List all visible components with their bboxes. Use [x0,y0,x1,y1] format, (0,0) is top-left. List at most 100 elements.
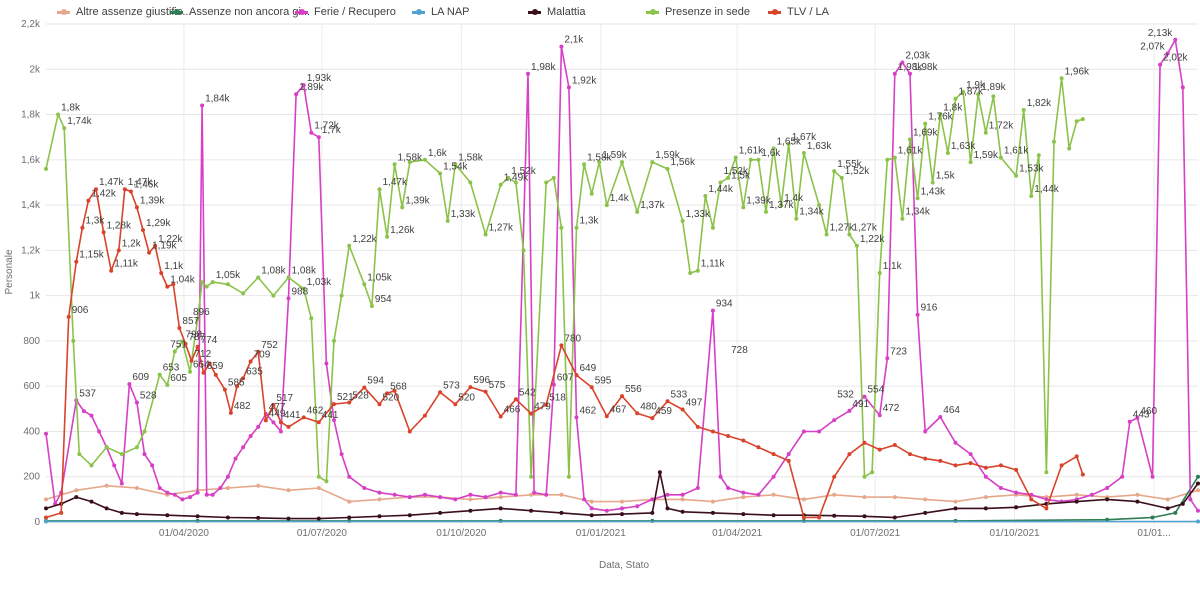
data-point[interactable] [66,314,71,319]
data-point[interactable] [225,282,230,287]
data-point[interactable] [574,415,579,420]
data-point[interactable] [532,490,537,495]
legend-item[interactable]: Altre assenze giustific... [57,6,192,18]
data-point[interactable] [256,515,261,520]
data-point[interactable] [225,515,230,520]
data-point[interactable] [256,275,261,280]
data-point[interactable] [923,510,928,515]
data-point[interactable] [385,391,390,396]
data-point[interactable] [870,470,875,475]
data-point[interactable] [544,180,549,185]
data-point[interactable] [968,452,973,457]
data-point[interactable] [938,415,943,419]
data-point[interactable] [362,385,367,390]
data-point[interactable] [733,155,738,160]
data-point[interactable] [968,160,973,165]
data-point[interactable] [574,225,579,230]
data-point[interactable] [44,519,48,524]
data-point[interactable] [407,429,412,434]
data-point[interactable] [650,416,655,421]
data-point[interactable] [764,209,768,214]
data-point[interactable] [885,356,890,361]
data-point[interactable] [104,445,109,450]
data-point[interactable] [589,513,594,518]
data-point[interactable] [945,151,950,155]
data-point[interactable] [756,492,761,497]
data-point[interactable] [551,382,556,387]
data-point[interactable] [44,166,48,171]
data-point[interactable] [998,463,1003,468]
data-point[interactable] [1150,474,1155,479]
data-point[interactable] [529,474,534,479]
data-point[interactable] [756,445,761,450]
data-point[interactable] [544,492,549,497]
data-point[interactable] [801,429,806,434]
data-point[interactable] [309,316,314,321]
data-point[interactable] [862,474,867,479]
legend-item[interactable]: Malattia [528,6,586,18]
data-point[interactable] [483,232,488,237]
data-point[interactable] [301,83,306,88]
data-point[interactable] [210,492,215,497]
data-point[interactable] [316,486,321,490]
data-point[interactable] [210,280,215,285]
data-point[interactable] [141,228,145,232]
data-point[interactable] [741,512,746,517]
data-point[interactable] [559,492,564,497]
data-point[interactable] [104,506,109,511]
data-point[interactable] [438,390,443,395]
data-point[interactable] [159,271,164,275]
data-point[interactable] [407,160,412,165]
data-point[interactable] [983,465,988,470]
data-point[interactable] [521,248,526,253]
data-point[interactable] [680,509,685,514]
data-point[interactable] [862,394,867,399]
data-point[interactable] [200,280,205,285]
data-point[interactable] [1165,497,1170,502]
data-point[interactable] [771,474,776,479]
data-point[interactable] [71,338,76,343]
data-point[interactable] [438,510,443,515]
data-point[interactable] [74,259,79,264]
data-point[interactable] [347,499,352,504]
data-point[interactable] [339,452,344,457]
data-point[interactable] [665,399,670,404]
data-point[interactable] [377,514,382,519]
data-point[interactable] [741,205,746,210]
data-point[interactable] [862,514,867,519]
data-point[interactable] [998,486,1003,490]
data-point[interactable] [1059,463,1064,468]
data-point[interactable] [923,497,928,502]
data-point[interactable] [574,373,579,378]
data-point[interactable] [832,513,837,518]
data-point[interactable] [362,282,367,287]
legend-item[interactable]: Ferie / Recupero [295,6,396,18]
data-point[interactable] [1180,85,1185,90]
data-point[interactable] [142,452,147,457]
data-point[interactable] [529,411,534,416]
data-point[interactable] [513,492,518,497]
data-point[interactable] [468,180,473,185]
data-point[interactable] [116,248,121,253]
data-point[interactable] [892,155,897,160]
data-point[interactable] [301,415,306,420]
data-point[interactable] [204,284,209,289]
data-point[interactable] [183,341,188,346]
data-point[interactable] [877,413,882,418]
data-point[interactable] [195,317,200,322]
data-point[interactable] [316,516,321,521]
data-point[interactable] [256,483,261,488]
data-point[interactable] [839,175,844,180]
data-point[interactable] [1059,76,1064,81]
data-point[interactable] [983,130,988,135]
data-point[interactable] [225,474,230,479]
data-point[interactable] [218,486,223,490]
data-point[interactable] [620,506,624,511]
data-point[interactable] [582,162,587,167]
data-point[interactable] [589,385,594,390]
data-point[interactable] [377,187,382,192]
data-point[interactable] [801,151,806,155]
data-point[interactable] [559,510,564,515]
data-point[interactable] [453,162,458,167]
data-point[interactable] [718,180,723,185]
